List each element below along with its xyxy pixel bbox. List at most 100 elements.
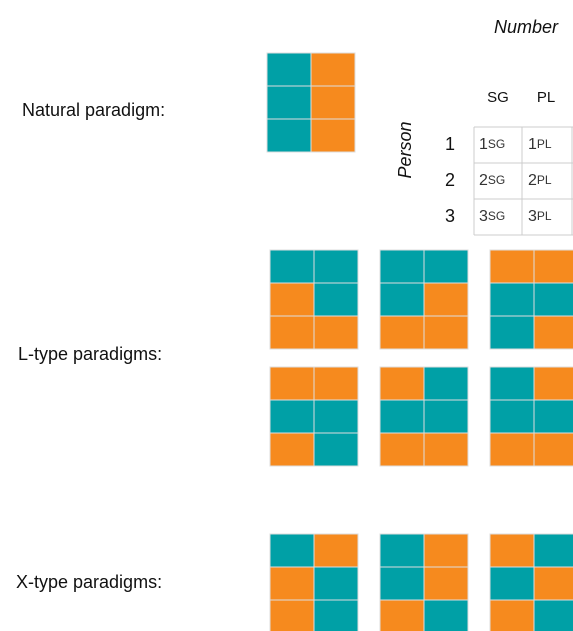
row-label: 1 [445,134,455,154]
grid-cell [313,566,359,601]
row-label: 2 [445,170,455,190]
row-title: Person [395,121,415,178]
cell-number: SG [488,173,505,187]
cell-person: 3 [528,208,537,225]
grid-cell [533,366,573,401]
grid-cell [423,315,469,350]
x-type-label: X-type paradigms: [16,572,162,592]
grid-cell [533,315,573,350]
grid-cell [489,315,535,350]
grid-cell [533,566,573,601]
grid-cell [489,432,535,467]
paradigm-grid [379,249,469,350]
column-header: PL [537,89,555,106]
cell-number: PL [537,209,552,223]
table-cell: 1SG [479,136,505,153]
grid-cell [423,399,469,434]
table-cell: 2SG [479,172,505,189]
grid-cell [310,118,356,153]
paradigm-grid [489,533,573,631]
cell-number: PL [537,173,552,187]
grid-cell [266,85,312,120]
grid-cell [379,566,425,601]
grid-cell [489,566,535,601]
table [473,126,573,236]
grid-cell [313,282,359,317]
grid-cell [269,315,315,350]
paradigm-grid [269,533,359,631]
grid-cell [379,533,425,568]
cell-person: 3 [479,208,488,225]
grid-cell [379,432,425,467]
grid-cell [310,85,356,120]
grid-cell [379,315,425,350]
paradigm-grid [379,533,469,631]
paradigm-grid [379,366,469,467]
grid-cell [313,366,359,401]
table-title: Number [494,17,559,37]
grid-cell [379,249,425,284]
table-cell: 3PL [528,208,552,225]
grid-cell [423,249,469,284]
grid-cell [313,432,359,467]
grid-cell [533,432,573,467]
cell-number: SG [488,137,505,151]
grid-cell [489,282,535,317]
grid-cell [313,249,359,284]
grid-cell [533,282,573,317]
cell-person: 1 [479,136,488,153]
grid-cell [269,599,315,631]
grid-cell [423,566,469,601]
cell-person: 2 [528,172,537,189]
grid-cell [313,315,359,350]
grid-cell [269,432,315,467]
grid-cell [313,599,359,631]
grid-cell [269,566,315,601]
grid-cell [379,366,425,401]
l-type-label: L-type paradigms: [18,344,162,364]
grid-cell [489,249,535,284]
grid-cell [310,52,356,87]
natural-label: Natural paradigm: [22,100,165,120]
grid-cell [379,282,425,317]
cell-person: 1 [528,136,537,153]
row-label: 3 [445,206,455,226]
grid-cell [313,533,359,568]
grid-cell [269,282,315,317]
grid-cell [423,282,469,317]
grid-cell [489,599,535,631]
grid-cell [266,52,312,87]
grid-cell [423,432,469,467]
grid-cell [313,399,359,434]
grid-cell [266,118,312,153]
cell-number: PL [537,137,552,151]
table-cell: 1PL [528,136,552,153]
grid-cell [423,599,469,631]
grid-cell [269,399,315,434]
grid-cell [269,366,315,401]
grid-cell [489,366,535,401]
paradigm-grid [489,366,573,467]
grid-cell [379,599,425,631]
grid-cell [533,399,573,434]
grid-cell [533,599,573,631]
grid-cell [533,533,573,568]
grid-cell [379,399,425,434]
paradigm-grid [269,249,359,350]
paradigm-grid [266,52,356,153]
grid-cell [269,249,315,284]
cell-number: SG [488,209,505,223]
column-header: SG [487,89,509,106]
table-cell: 3SG [479,208,505,225]
paradigm-grid [269,366,359,467]
table-cell: 2PL [528,172,552,189]
grid-cell [489,399,535,434]
paradigm-grid [489,249,573,350]
grid-cell [489,533,535,568]
grid-cell [533,249,573,284]
grid-cell [269,533,315,568]
grid-cell [423,366,469,401]
cell-person: 2 [479,172,488,189]
grid-cell [423,533,469,568]
